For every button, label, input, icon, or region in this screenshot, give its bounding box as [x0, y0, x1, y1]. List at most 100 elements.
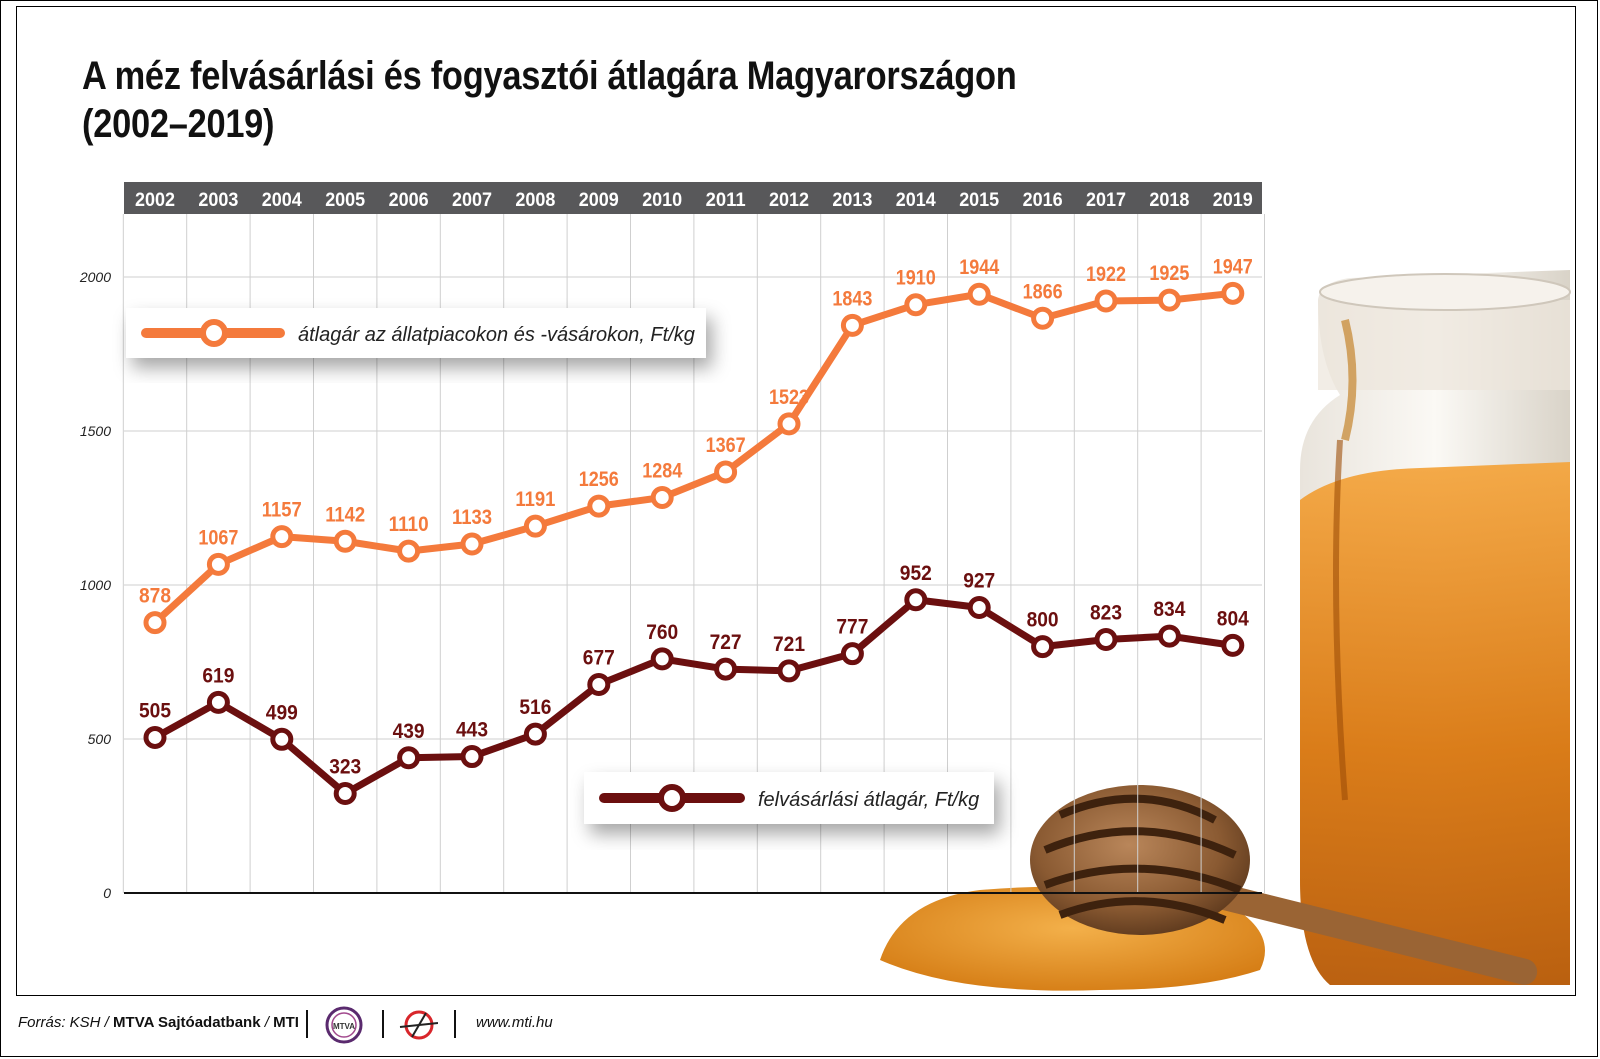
x-tick-label: 2010	[642, 190, 682, 211]
data-label-purchase: 760	[646, 621, 678, 644]
x-tick-label: 2019	[1213, 190, 1253, 211]
data-point-purchase	[714, 657, 738, 681]
website-link[interactable]: www.mti.hu	[476, 1014, 553, 1031]
data-label-retail: 1256	[579, 468, 619, 491]
data-point-purchase	[270, 727, 294, 751]
x-tick-label: 2014	[896, 190, 936, 211]
x-tick-label: 2009	[579, 190, 619, 211]
data-point-purchase	[1094, 628, 1118, 652]
legend-purchase-label: felvásárlási átlagár, Ft/kg	[758, 789, 979, 811]
data-point-retail	[523, 514, 547, 538]
data-point-retail	[777, 412, 801, 436]
data-label-purchase: 834	[1153, 598, 1185, 621]
data-label-purchase: 952	[900, 562, 932, 585]
data-point-retail	[587, 494, 611, 518]
data-label-purchase: 499	[266, 701, 298, 724]
data-label-purchase: 439	[393, 720, 425, 743]
y-tick-label: 1000	[80, 577, 111, 593]
data-label-purchase: 619	[202, 664, 234, 687]
data-point-purchase	[397, 746, 421, 770]
data-point-retail	[143, 611, 167, 635]
honey-jar-illustration	[1300, 270, 1571, 985]
data-label-purchase: 677	[583, 646, 615, 669]
data-label-retail: 1157	[262, 499, 302, 522]
data-label-retail: 878	[139, 585, 171, 608]
x-tick-label: 2007	[452, 190, 492, 211]
source-prefix: Forrás: KSH /	[18, 1014, 114, 1031]
data-label-purchase: 505	[139, 699, 171, 722]
mtva-logo-text: MTVA	[333, 1022, 355, 1031]
data-point-retail	[460, 532, 484, 556]
header-bar-background	[124, 182, 1262, 214]
year-header-bar: 2002 2003 2004 2005 2006 2007 2008 2009 2010 2011…	[124, 182, 1262, 214]
data-point-purchase	[460, 745, 484, 769]
y-tick-label: 1500	[80, 423, 111, 439]
data-label-retail: 1133	[452, 506, 492, 529]
data-label-retail: 1067	[198, 526, 238, 549]
data-point-retail	[1094, 289, 1118, 313]
data-label-retail: 1191	[515, 488, 555, 511]
x-tick-label: 2017	[1086, 190, 1126, 211]
x-tick-label: 2016	[1023, 190, 1063, 211]
title-line-1: A méz felvásárlási és fogyasztói átlagár…	[82, 54, 1017, 98]
footer-divider	[382, 1010, 384, 1038]
data-point-purchase	[143, 725, 167, 749]
source-credit: Forrás: KSH / MTVA Sajtóadatbank / MTI	[18, 1014, 299, 1031]
x-tick-label: 2013	[832, 190, 872, 211]
data-label-purchase: 777	[836, 616, 868, 639]
source-separator: /	[260, 1014, 274, 1031]
x-tick-label: 2003	[198, 190, 238, 211]
chart-title: A méz felvásárlási és fogyasztói átlagár…	[82, 52, 1017, 148]
data-point-retail	[904, 293, 928, 317]
x-tick-label: 2018	[1149, 190, 1189, 211]
data-label-retail: 1944	[959, 256, 999, 279]
x-tick-label: 2015	[959, 190, 999, 211]
data-point-retail	[270, 525, 294, 549]
legend-retail-label: átlagár az állatpiacokon és -vásárokon, …	[298, 324, 695, 346]
data-point-purchase	[1031, 635, 1055, 659]
y-tick-label: 2000	[79, 269, 111, 285]
data-label-retail: 1284	[642, 460, 682, 483]
source-mti: MTI	[273, 1014, 299, 1031]
data-point-retail	[840, 313, 864, 337]
data-point-purchase	[967, 595, 991, 619]
y-tick-label: 0	[103, 885, 111, 901]
data-point-purchase	[650, 647, 674, 671]
legend-retail: átlagár az állatpiacokon és -vásárokon, …	[126, 308, 706, 358]
data-point-purchase	[587, 672, 611, 696]
data-point-retail	[714, 460, 738, 484]
x-tick-label: 2008	[515, 190, 555, 211]
data-point-retail	[333, 529, 357, 553]
data-label-purchase: 800	[1027, 609, 1059, 632]
legend-purchase: felvásárlási átlagár, Ft/kg	[584, 772, 994, 824]
data-point-retail	[397, 539, 421, 563]
data-label-purchase: 443	[456, 719, 488, 742]
data-label-retail: 1843	[832, 287, 872, 310]
series: 878 1067 1157 1142 1110 1133 1191 1256 1284 1367 1…	[139, 255, 1253, 806]
data-label-retail: 1922	[1086, 263, 1126, 286]
data-point-retail	[206, 552, 230, 576]
data-point-retail	[1031, 306, 1055, 330]
x-tick-label: 2005	[325, 190, 365, 211]
x-tick-label: 2002	[135, 190, 175, 211]
data-point-purchase	[1221, 633, 1245, 657]
data-label-purchase: 727	[710, 631, 742, 654]
data-label-purchase: 804	[1217, 607, 1249, 630]
data-label-purchase: 516	[519, 696, 551, 719]
data-label-retail: 1910	[896, 267, 936, 290]
y-axis: 0 500 1000 1500 2000	[79, 269, 1262, 901]
data-label-retail: 1947	[1213, 255, 1253, 278]
data-label-retail: 1925	[1149, 262, 1189, 285]
data-point-purchase	[840, 642, 864, 666]
source-bold: MTVA Sajtóadatbank	[113, 1014, 261, 1031]
data-label-retail: 1142	[325, 503, 365, 526]
mtva-logo-icon: MTVA	[325, 1006, 363, 1044]
footer-divider	[454, 1010, 456, 1038]
data-label-purchase: 823	[1090, 602, 1122, 625]
data-label-purchase: 323	[329, 756, 361, 779]
data-point-retail	[967, 282, 991, 306]
data-point-purchase	[1157, 624, 1181, 648]
data-label-retail: 1110	[389, 513, 429, 536]
data-point-retail	[650, 486, 674, 510]
data-point-purchase	[904, 588, 928, 612]
